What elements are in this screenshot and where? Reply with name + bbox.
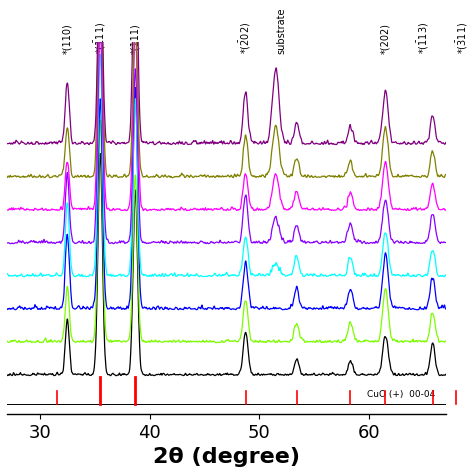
Text: *(111): *(111) <box>130 23 140 54</box>
Text: *(202): *(202) <box>381 23 391 54</box>
Text: *$(\bar{1}$11): *$(\bar{1}$11) <box>93 21 108 54</box>
Text: *$(\bar{1}$13): *$(\bar{1}$13) <box>416 21 431 54</box>
X-axis label: 2θ (degree): 2θ (degree) <box>153 447 300 467</box>
Text: *$(\bar{3}$11): *$(\bar{3}$11) <box>455 21 470 54</box>
Text: CuO (+)  00-04: CuO (+) 00-04 <box>367 390 435 399</box>
Text: substrate: substrate <box>276 7 286 54</box>
Text: *(110): *(110) <box>62 23 72 54</box>
Text: *$(\bar{2}$02): *$(\bar{2}$02) <box>238 21 253 54</box>
